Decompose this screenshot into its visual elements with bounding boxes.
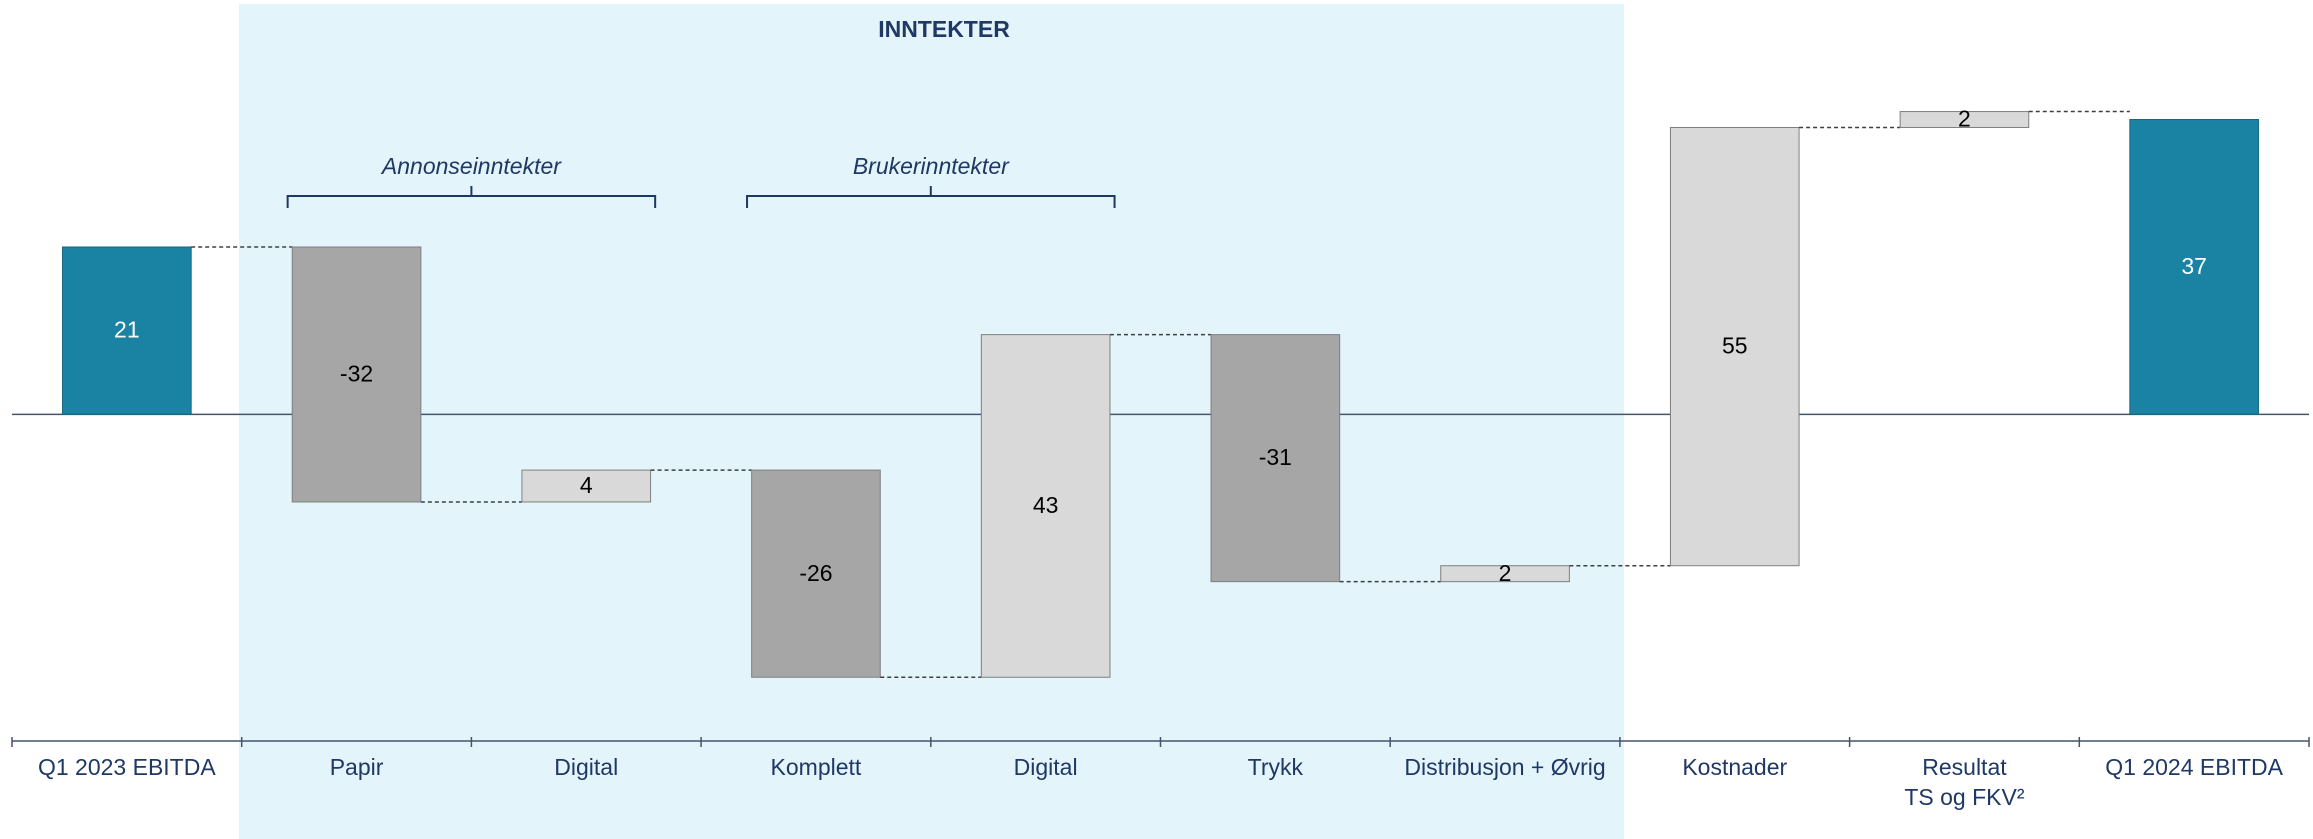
- x-tick-label: Resultat TS og FKV²: [1904, 754, 2025, 810]
- x-tick-label: Kostnader: [1682, 754, 1788, 780]
- bar: [1669, 126, 1800, 567]
- value-label: 21: [114, 317, 140, 343]
- bracket: [286, 186, 657, 208]
- bar: [62, 246, 192, 415]
- x-tick-label: Papir: [329, 754, 384, 780]
- value-label: 2: [1958, 106, 1971, 132]
- bar: [980, 334, 1111, 678]
- bar: [291, 246, 422, 503]
- annotation: Brukerinntekter: [853, 153, 1010, 179]
- bar: [2129, 119, 2259, 415]
- value-label: 43: [1033, 492, 1059, 518]
- x-tick-label: Q1 2024 EBITDA: [2105, 754, 2283, 780]
- bar: [521, 469, 652, 503]
- bar: [1440, 565, 1570, 583]
- x-tick-label: Distribusjon + Øvrig: [1404, 754, 1606, 780]
- value-label: 4: [580, 472, 593, 498]
- value-label: -26: [799, 560, 832, 586]
- bar: [1899, 111, 2030, 128]
- x-tick-label: Komplett: [770, 754, 862, 780]
- bar: [751, 469, 881, 678]
- x-tick-label: Trykk: [1247, 754, 1304, 780]
- x-tick-label: Digital: [554, 754, 619, 780]
- chart-title: INNTEKTER: [878, 16, 1010, 42]
- value-label: 2: [1499, 560, 1512, 586]
- x-tick-label: Q1 2023 EBITDA: [37, 754, 216, 780]
- value-label: 37: [2181, 253, 2207, 279]
- bar: [1210, 334, 1341, 583]
- x-tick-label: Digital: [1013, 754, 1078, 780]
- revenue-region: [239, 4, 1624, 839]
- value-label: 55: [1722, 333, 1748, 359]
- value-label: -32: [340, 361, 373, 387]
- value-label: -31: [1259, 444, 1292, 470]
- bracket: [746, 186, 1116, 208]
- annotation: Annonseinntekter: [380, 153, 562, 179]
